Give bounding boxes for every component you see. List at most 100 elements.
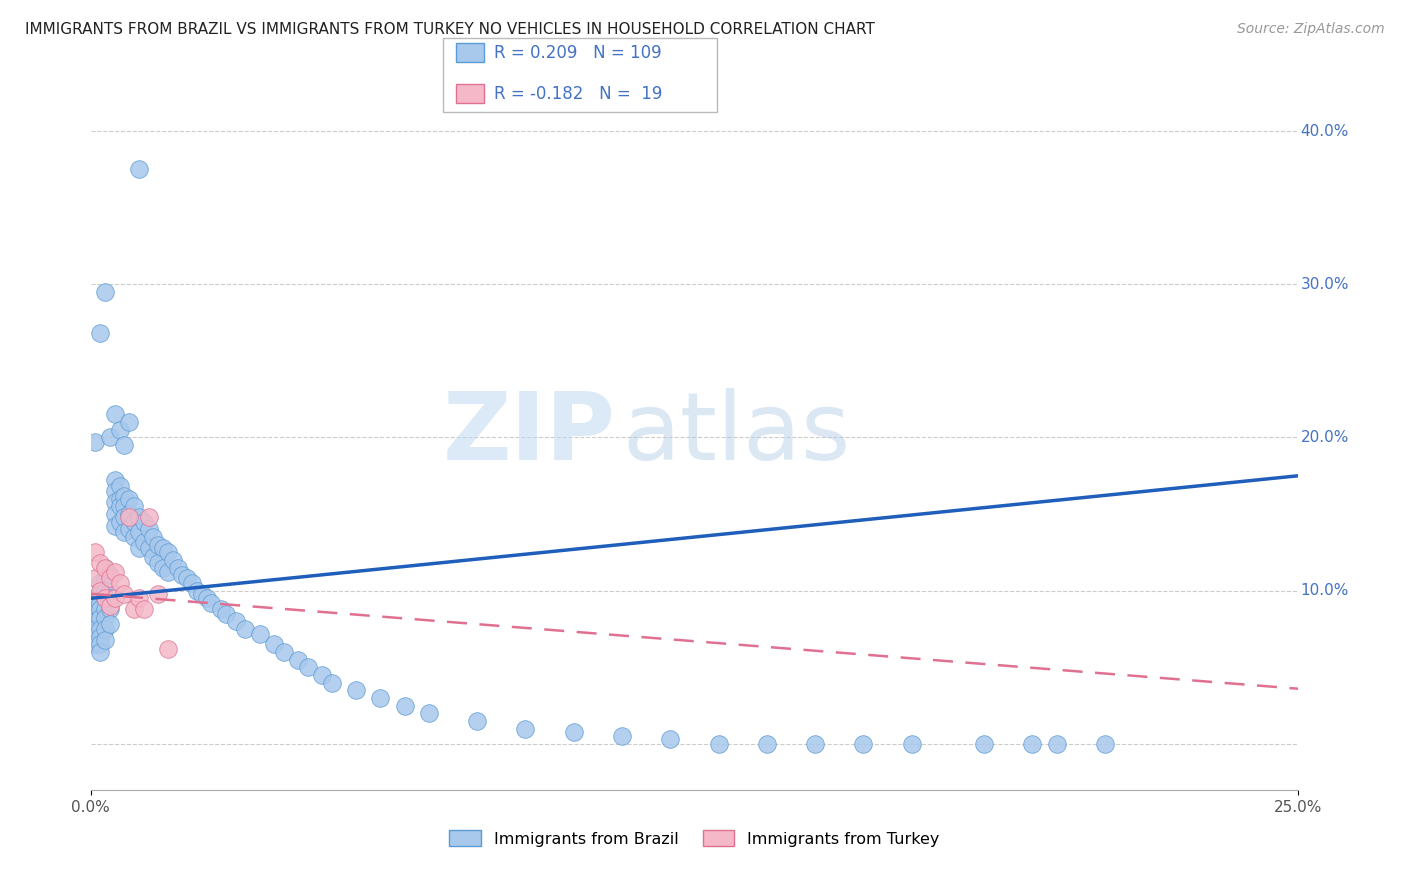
Point <box>98 602 121 616</box>
Point <box>176 571 198 585</box>
Point <box>84 599 107 613</box>
Point <box>128 510 150 524</box>
Point <box>94 622 117 636</box>
Point <box>108 423 131 437</box>
Point <box>112 587 135 601</box>
Point <box>1046 737 1069 751</box>
Point <box>94 285 117 299</box>
Point <box>1021 737 1043 751</box>
Point <box>98 591 121 606</box>
Point <box>297 660 319 674</box>
Point <box>172 568 194 582</box>
Legend: Immigrants from Brazil, Immigrants from Turkey: Immigrants from Brazil, Immigrants from … <box>443 823 946 853</box>
Point <box>263 637 285 651</box>
Point <box>98 617 121 632</box>
Point <box>148 587 170 601</box>
Point <box>98 571 121 585</box>
Point <box>84 591 107 606</box>
Point <box>190 587 212 601</box>
Text: IMMIGRANTS FROM BRAZIL VS IMMIGRANTS FROM TURKEY NO VEHICLES IN HOUSEHOLD CORREL: IMMIGRANTS FROM BRAZIL VS IMMIGRANTS FRO… <box>25 22 875 37</box>
Point <box>344 683 367 698</box>
Point <box>89 622 111 636</box>
Text: 30.0%: 30.0% <box>1301 277 1348 292</box>
Point <box>215 607 238 621</box>
Point <box>152 541 174 555</box>
Point <box>84 545 107 559</box>
Text: R = -0.182   N =  19: R = -0.182 N = 19 <box>494 85 662 103</box>
Point <box>755 737 778 751</box>
Point <box>1094 737 1116 751</box>
Point <box>515 722 537 736</box>
Text: 10.0%: 10.0% <box>1301 583 1348 599</box>
Point <box>900 737 922 751</box>
Point <box>104 408 127 422</box>
Point <box>84 607 107 621</box>
Point <box>200 596 222 610</box>
Point <box>465 714 488 728</box>
Point <box>973 737 995 751</box>
Point <box>181 576 204 591</box>
Point <box>852 737 875 751</box>
Point <box>89 637 111 651</box>
Point <box>108 479 131 493</box>
Point <box>142 549 165 564</box>
Point <box>108 500 131 514</box>
Text: atlas: atlas <box>621 388 851 480</box>
Point <box>148 556 170 570</box>
Point <box>152 560 174 574</box>
Point <box>89 326 111 341</box>
Point <box>89 587 111 601</box>
Point <box>89 556 111 570</box>
Point <box>84 571 107 585</box>
Point <box>84 615 107 629</box>
Point <box>394 698 416 713</box>
Point <box>122 500 145 514</box>
Point <box>233 622 256 636</box>
Point <box>370 690 392 705</box>
Point <box>112 525 135 540</box>
Point <box>162 553 184 567</box>
Point <box>98 430 121 444</box>
Point <box>132 515 155 529</box>
Point <box>98 583 121 598</box>
Point <box>84 435 107 450</box>
Point <box>122 530 145 544</box>
Point <box>98 568 121 582</box>
Point <box>104 484 127 499</box>
Point <box>166 560 188 574</box>
Point <box>128 162 150 177</box>
Point <box>118 415 141 429</box>
Point <box>94 571 117 585</box>
Point <box>112 438 135 452</box>
Text: Source: ZipAtlas.com: Source: ZipAtlas.com <box>1237 22 1385 37</box>
Point <box>104 474 127 488</box>
Point <box>84 622 107 636</box>
Point <box>94 611 117 625</box>
Point <box>195 591 218 606</box>
Point <box>707 737 730 751</box>
Point <box>249 626 271 640</box>
Point <box>804 737 827 751</box>
Point <box>186 583 208 598</box>
Point <box>138 522 160 536</box>
Point <box>94 583 117 598</box>
Point <box>418 706 440 721</box>
Point <box>104 591 127 606</box>
Point <box>138 510 160 524</box>
Point <box>104 519 127 533</box>
Point <box>610 729 633 743</box>
Point <box>94 591 117 606</box>
Point <box>118 510 141 524</box>
Point <box>98 599 121 613</box>
Point <box>118 507 141 521</box>
Point <box>118 522 141 536</box>
Text: 40.0%: 40.0% <box>1301 124 1348 138</box>
Point <box>89 630 111 644</box>
Point <box>94 591 117 606</box>
Point <box>89 611 111 625</box>
Point <box>94 602 117 616</box>
Point <box>122 602 145 616</box>
Point <box>138 541 160 555</box>
Point <box>104 566 127 580</box>
Point <box>112 489 135 503</box>
